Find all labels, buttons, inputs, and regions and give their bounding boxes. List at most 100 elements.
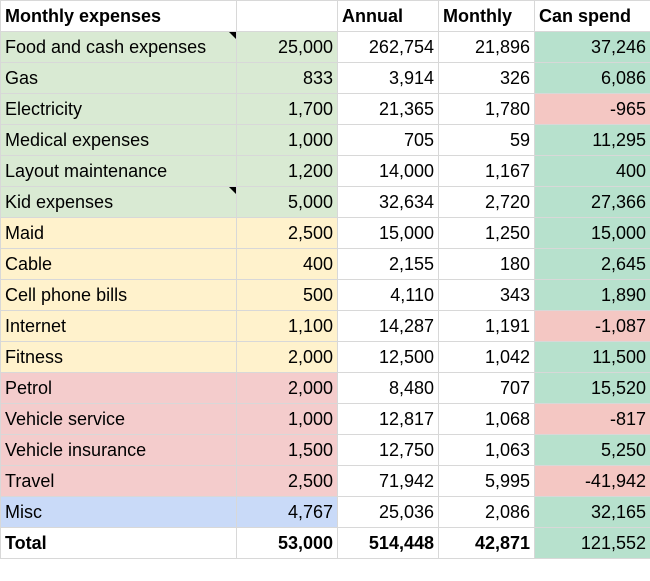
- cell-can-spend[interactable]: 400: [534, 155, 650, 187]
- cell-name[interactable]: Misc: [0, 496, 237, 528]
- cell-monthly[interactable]: 1,042: [438, 341, 535, 373]
- expenses-sheet: Monthly expenses Annual Monthly Can spen…: [0, 0, 650, 559]
- cell-name[interactable]: Vehicle insurance: [0, 434, 237, 466]
- cell-annual[interactable]: 21,365: [337, 93, 439, 125]
- table-row: Medical expenses 1,000 705 59 11,295: [0, 124, 650, 156]
- cell-annual[interactable]: 705: [337, 124, 439, 156]
- cell-budget[interactable]: 1,100: [236, 310, 338, 342]
- cell-can-spend[interactable]: 2,645: [534, 248, 650, 280]
- cell-can-spend[interactable]: 5,250: [534, 434, 650, 466]
- total-annual[interactable]: 514,448: [337, 527, 439, 559]
- comment-marker-icon[interactable]: [229, 187, 236, 194]
- cell-can-spend[interactable]: 6,086: [534, 62, 650, 94]
- cell-name[interactable]: Medical expenses: [0, 124, 237, 156]
- total-can-spend[interactable]: 121,552: [534, 527, 650, 559]
- cell-can-spend[interactable]: 27,366: [534, 186, 650, 218]
- cell-name[interactable]: Travel: [0, 465, 237, 497]
- cell-budget[interactable]: 5,000: [236, 186, 338, 218]
- cell-annual[interactable]: 32,634: [337, 186, 439, 218]
- cell-monthly[interactable]: 326: [438, 62, 535, 94]
- table-row: Kid expenses 5,000 32,634 2,720 27,366: [0, 186, 650, 218]
- cell-monthly[interactable]: 59: [438, 124, 535, 156]
- cell-annual[interactable]: 8,480: [337, 372, 439, 404]
- header-budget[interactable]: [236, 0, 338, 32]
- cell-can-spend[interactable]: 1,890: [534, 279, 650, 311]
- cell-can-spend[interactable]: -817: [534, 403, 650, 435]
- header-can-spend[interactable]: Can spend: [534, 0, 650, 32]
- cell-budget[interactable]: 25,000: [236, 31, 338, 63]
- header-row: Monthly expenses Annual Monthly Can spen…: [0, 0, 650, 32]
- cell-budget[interactable]: 2,500: [236, 217, 338, 249]
- total-monthly[interactable]: 42,871: [438, 527, 535, 559]
- cell-budget[interactable]: 500: [236, 279, 338, 311]
- table-row: Gas 833 3,914 326 6,086: [0, 62, 650, 94]
- cell-budget[interactable]: 1,000: [236, 124, 338, 156]
- cell-annual[interactable]: 12,817: [337, 403, 439, 435]
- cell-monthly[interactable]: 180: [438, 248, 535, 280]
- cell-name[interactable]: Internet: [0, 310, 237, 342]
- cell-can-spend[interactable]: -41,942: [534, 465, 650, 497]
- cell-name[interactable]: Fitness: [0, 341, 237, 373]
- cell-monthly[interactable]: 343: [438, 279, 535, 311]
- header-monthly[interactable]: Monthly: [438, 0, 535, 32]
- cell-monthly[interactable]: 5,995: [438, 465, 535, 497]
- cell-budget[interactable]: 1,200: [236, 155, 338, 187]
- cell-name[interactable]: Food and cash expenses: [0, 31, 237, 63]
- cell-annual[interactable]: 15,000: [337, 217, 439, 249]
- cell-budget[interactable]: 2,000: [236, 372, 338, 404]
- cell-budget[interactable]: 2,500: [236, 465, 338, 497]
- cell-name[interactable]: Maid: [0, 217, 237, 249]
- cell-name[interactable]: Electricity: [0, 93, 237, 125]
- cell-can-spend[interactable]: -1,087: [534, 310, 650, 342]
- table-row: Electricity 1,700 21,365 1,780 -965: [0, 93, 650, 125]
- cell-monthly[interactable]: 1,068: [438, 403, 535, 435]
- cell-can-spend[interactable]: 37,246: [534, 31, 650, 63]
- header-annual[interactable]: Annual: [337, 0, 439, 32]
- cell-name[interactable]: Petrol: [0, 372, 237, 404]
- cell-monthly[interactable]: 1,063: [438, 434, 535, 466]
- cell-annual[interactable]: 71,942: [337, 465, 439, 497]
- cell-budget[interactable]: 2,000: [236, 341, 338, 373]
- cell-name[interactable]: Vehicle service: [0, 403, 237, 435]
- cell-name[interactable]: Gas: [0, 62, 237, 94]
- cell-monthly[interactable]: 707: [438, 372, 535, 404]
- cell-name[interactable]: Kid expenses: [0, 186, 237, 218]
- cell-can-spend[interactable]: 32,165: [534, 496, 650, 528]
- total-budget[interactable]: 53,000: [236, 527, 338, 559]
- cell-name[interactable]: Cable: [0, 248, 237, 280]
- cell-monthly[interactable]: 1,780: [438, 93, 535, 125]
- cell-can-spend[interactable]: -965: [534, 93, 650, 125]
- cell-annual[interactable]: 12,500: [337, 341, 439, 373]
- cell-can-spend[interactable]: 15,000: [534, 217, 650, 249]
- cell-budget[interactable]: 833: [236, 62, 338, 94]
- cell-annual[interactable]: 12,750: [337, 434, 439, 466]
- cell-annual[interactable]: 14,287: [337, 310, 439, 342]
- cell-can-spend[interactable]: 11,295: [534, 124, 650, 156]
- cell-annual[interactable]: 3,914: [337, 62, 439, 94]
- cell-budget[interactable]: 4,767: [236, 496, 338, 528]
- cell-name[interactable]: Layout maintenance: [0, 155, 237, 187]
- cell-monthly[interactable]: 2,086: [438, 496, 535, 528]
- cell-monthly[interactable]: 1,250: [438, 217, 535, 249]
- cell-annual[interactable]: 2,155: [337, 248, 439, 280]
- cell-monthly[interactable]: 21,896: [438, 31, 535, 63]
- header-title[interactable]: Monthly expenses: [0, 0, 237, 32]
- cell-budget[interactable]: 1,500: [236, 434, 338, 466]
- cell-name[interactable]: Cell phone bills: [0, 279, 237, 311]
- cell-can-spend[interactable]: 15,520: [534, 372, 650, 404]
- table-row: Petrol 2,000 8,480 707 15,520: [0, 372, 650, 404]
- table-row: Vehicle service 1,000 12,817 1,068 -817: [0, 403, 650, 435]
- cell-annual[interactable]: 262,754: [337, 31, 439, 63]
- cell-annual[interactable]: 4,110: [337, 279, 439, 311]
- cell-budget[interactable]: 1,000: [236, 403, 338, 435]
- cell-budget[interactable]: 1,700: [236, 93, 338, 125]
- cell-can-spend[interactable]: 11,500: [534, 341, 650, 373]
- comment-marker-icon[interactable]: [229, 32, 236, 39]
- cell-budget[interactable]: 400: [236, 248, 338, 280]
- cell-annual[interactable]: 25,036: [337, 496, 439, 528]
- cell-annual[interactable]: 14,000: [337, 155, 439, 187]
- total-label[interactable]: Total: [0, 527, 237, 559]
- cell-monthly[interactable]: 1,191: [438, 310, 535, 342]
- cell-monthly[interactable]: 2,720: [438, 186, 535, 218]
- cell-monthly[interactable]: 1,167: [438, 155, 535, 187]
